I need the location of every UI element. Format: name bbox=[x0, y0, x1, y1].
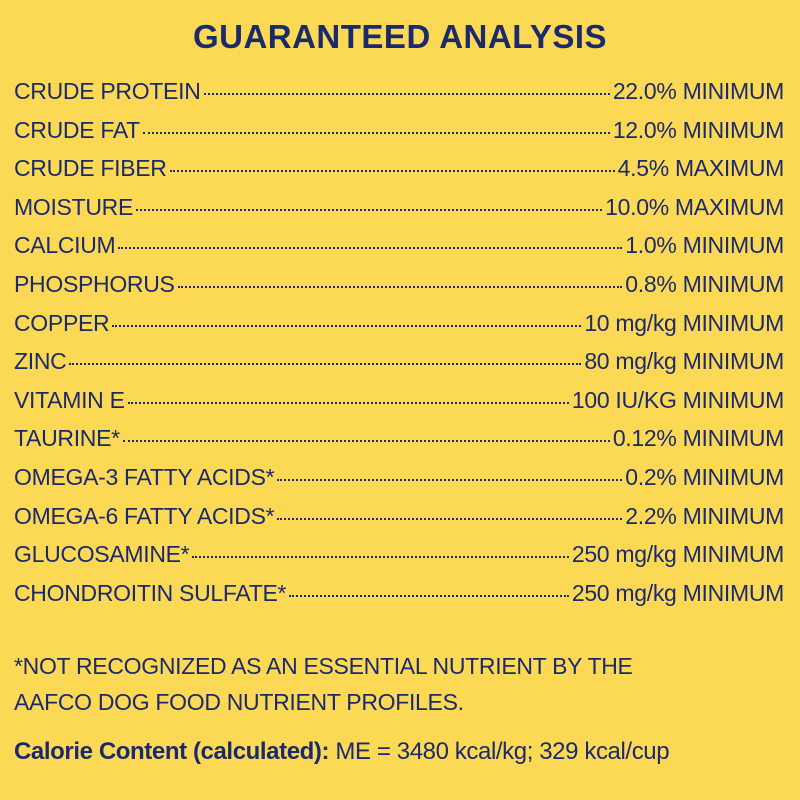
nutrient-label: MOISTURE bbox=[14, 193, 133, 220]
analysis-row: OMEGA-6 FATTY ACIDS* 2.2% MINIMUM bbox=[14, 503, 784, 542]
dot-leader bbox=[136, 208, 603, 211]
nutrient-value: 80 mg/kg MINIMUM bbox=[584, 348, 784, 375]
nutrient-label: CALCIUM bbox=[14, 232, 116, 259]
nutrient-value: 250 mg/kg MINIMUM bbox=[571, 579, 784, 606]
nutrient-label: CRUDE PROTEIN bbox=[14, 78, 201, 104]
nutrient-label: CHONDROITIN SULFATE* bbox=[14, 579, 287, 606]
analysis-row: CRUDE PROTEIN 22.0% MINIMUM bbox=[14, 78, 784, 117]
dot-leader bbox=[177, 285, 623, 288]
nutrient-label: TAURINE* bbox=[14, 425, 120, 452]
dot-leader bbox=[169, 170, 615, 173]
nutrient-value: 250 mg/kg MINIMUM bbox=[571, 541, 784, 568]
nutrient-value: 10 mg/kg MINIMUM bbox=[584, 309, 784, 336]
dot-leader bbox=[122, 440, 610, 443]
nutrient-value: 1.0% MINIMUM bbox=[625, 232, 784, 259]
calorie-text: ME = 3480 kcal/kg; 329 kcal/cup bbox=[335, 738, 670, 765]
analysis-row: COPPER 10 mg/kg MINIMUM bbox=[14, 310, 784, 349]
analysis-list: CRUDE PROTEIN 22.0% MINIMUM CRUDE FAT 12.0%… bbox=[14, 78, 784, 618]
analysis-row: GLUCOSAMINE* 250 mg/kg MINIMUM bbox=[14, 541, 784, 580]
nutrient-label: PHOSPHORUS bbox=[14, 270, 175, 297]
dot-leader bbox=[289, 594, 569, 597]
nutrient-value: 0.2% MINIMUM bbox=[625, 463, 784, 490]
analysis-row: CRUDE FAT 12.0% MINIMUM bbox=[14, 117, 784, 156]
analysis-row: TAURINE* 0.12% MINIMUM bbox=[14, 425, 784, 464]
calorie-line: Calorie Content (calculated): ME = 3480 … bbox=[14, 738, 794, 766]
nutrient-label: OMEGA-3 FATTY ACIDS* bbox=[14, 463, 275, 490]
nutrient-label: CRUDE FAT bbox=[14, 116, 140, 143]
nutrient-label: CRUDE FIBER bbox=[14, 155, 167, 182]
nutrient-value: 0.12% MINIMUM bbox=[612, 425, 784, 452]
dot-leader bbox=[127, 401, 569, 404]
nutrient-label: OMEGA-6 FATTY ACIDS* bbox=[14, 502, 275, 529]
analysis-row: MOISTURE 10.0% MAXIMUM bbox=[14, 194, 784, 233]
dot-leader bbox=[203, 93, 610, 95]
nutrient-label: COPPER bbox=[14, 309, 110, 336]
nutrient-value: 100 IU/KG MINIMUM bbox=[571, 386, 784, 413]
analysis-row: VITAMIN E 100 IU/KG MINIMUM bbox=[14, 387, 784, 426]
nutrient-value: 22.0% MINIMUM bbox=[612, 78, 784, 104]
analysis-row: PHOSPHORUS 0.8% MINIMUM bbox=[14, 271, 784, 310]
nutrient-label: GLUCOSAMINE* bbox=[14, 541, 190, 568]
nutrient-value: 2.2% MINIMUM bbox=[625, 502, 784, 529]
dot-leader bbox=[142, 131, 610, 134]
analysis-row: CALCIUM 1.0% MINIMUM bbox=[14, 232, 784, 271]
nutrient-label: ZINC bbox=[14, 348, 67, 375]
calorie-label: Calorie Content (calculated): bbox=[14, 738, 330, 765]
analysis-row: ZINC 80 mg/kg MINIMUM bbox=[14, 348, 784, 387]
analysis-row: OMEGA-3 FATTY ACIDS* 0.2% MINIMUM bbox=[14, 464, 784, 503]
dot-leader bbox=[192, 556, 569, 559]
dot-leader bbox=[277, 517, 623, 520]
title: GUARANTEED ANALYSIS bbox=[192, 18, 608, 55]
analysis-row: CHONDROITIN SULFATE* 250 mg/kg MINIMUM bbox=[14, 580, 784, 619]
nutrient-value: 10.0% MAXIMUM bbox=[605, 193, 784, 220]
nutrient-value: 4.5% MAXIMUM bbox=[617, 155, 785, 182]
dot-leader bbox=[112, 324, 582, 327]
analysis-row: CRUDE FIBER 4.5% MAXIMUM bbox=[14, 155, 784, 194]
footnote: *NOT RECOGNIZED AS AN ESSENTIAL NUTRIENT… bbox=[14, 653, 633, 715]
dot-leader bbox=[277, 478, 623, 481]
nutrient-label: VITAMIN E bbox=[14, 386, 125, 413]
dot-leader bbox=[118, 247, 623, 250]
nutrient-value: 0.8% MINIMUM bbox=[625, 270, 784, 297]
dot-leader bbox=[69, 363, 582, 366]
nutrient-value: 12.0% MINIMUM bbox=[612, 116, 784, 143]
